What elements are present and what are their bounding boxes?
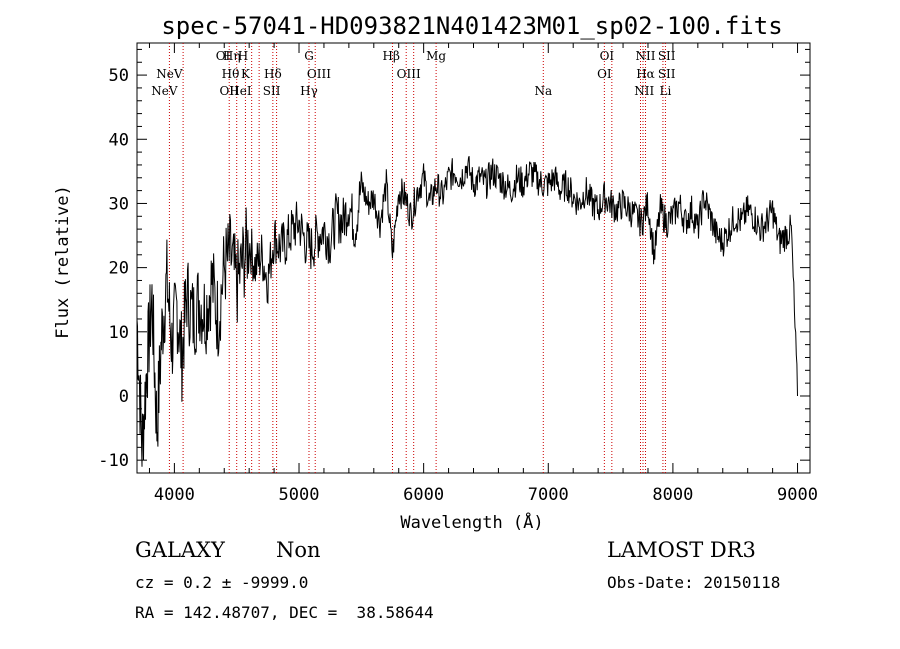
x-tick-label: 5000 [279,485,320,505]
spectral-line-label: Hβ [383,49,400,63]
spectral-line-label: NeV [156,67,183,81]
x-tick-label: 8000 [652,485,693,505]
spectral-line-label: OI [216,49,231,63]
spectral-line-label: SII [658,49,676,63]
y-tick-label: 10 [109,323,129,343]
redshift-cz: cz = 0.2 ± -9999.0 [135,573,309,592]
spectral-line-label: Hδ [264,67,282,81]
survey-name: LAMOST DR3 [607,538,756,562]
spectral-line-label: OI [600,49,615,63]
spectral-line-label: OII [220,84,240,98]
y-axis-label: Flux (relative) [53,185,73,339]
x-tick-label: 9000 [777,485,818,505]
spectral-line-label: NeV [151,84,178,98]
spectral-line-label: Hη [223,49,241,63]
flux-series-line [136,156,798,467]
object-subclass: Non [276,538,321,562]
spectral-line-label: Hγ [300,84,318,98]
spectral-line-label: OI [597,67,612,81]
spectral-line-label: K [241,67,251,81]
spectral-line-label: SII [658,67,676,81]
x-axis-label: Wavelength (Å) [400,511,543,533]
x-tick-label: 6000 [403,485,444,505]
spectral-line-label: Li [660,84,672,98]
y-tick-label: 0 [119,387,129,407]
spectral-line-label: NII [634,84,654,98]
y-tick-label: -10 [98,451,129,471]
spectral-line-label: Mg [426,49,446,63]
spectral-line-label: Hα [636,67,655,81]
x-axis-ticks: 4000 5000 6000 7000 8000 9000 [148,43,818,505]
observation-date: Obs-Date: 20150118 [607,573,781,592]
y-tick-label: 40 [109,130,129,150]
object-class: GALAXY [135,538,225,562]
chart-title: spec-57041-HD093821N401423M01_sp02-100.f… [161,12,782,40]
spectral-line-label: NII [635,49,655,63]
y-axis-ticks: -10 0 10 20 30 40 50 [98,48,810,471]
spectral-line-label: HeI [229,84,252,98]
x-tick-label: 7000 [528,485,569,505]
spectral-line-label: H [238,49,248,63]
y-tick-label: 20 [109,259,129,279]
spectral-line-label: Hθ [222,67,240,81]
spectral-line-label: OIII [397,67,421,81]
spectral-line-label: G [304,49,314,63]
y-tick-label: 50 [109,66,129,86]
coordinates: RA = 142.48707, DEC = 38.58644 [135,603,434,622]
spectral-line-label: Na [534,84,552,98]
x-tick-label: 4000 [154,485,195,505]
spectral-line-label: SII [263,84,281,98]
spectral-line-label: OIII [307,67,331,81]
y-tick-label: 30 [109,194,129,214]
